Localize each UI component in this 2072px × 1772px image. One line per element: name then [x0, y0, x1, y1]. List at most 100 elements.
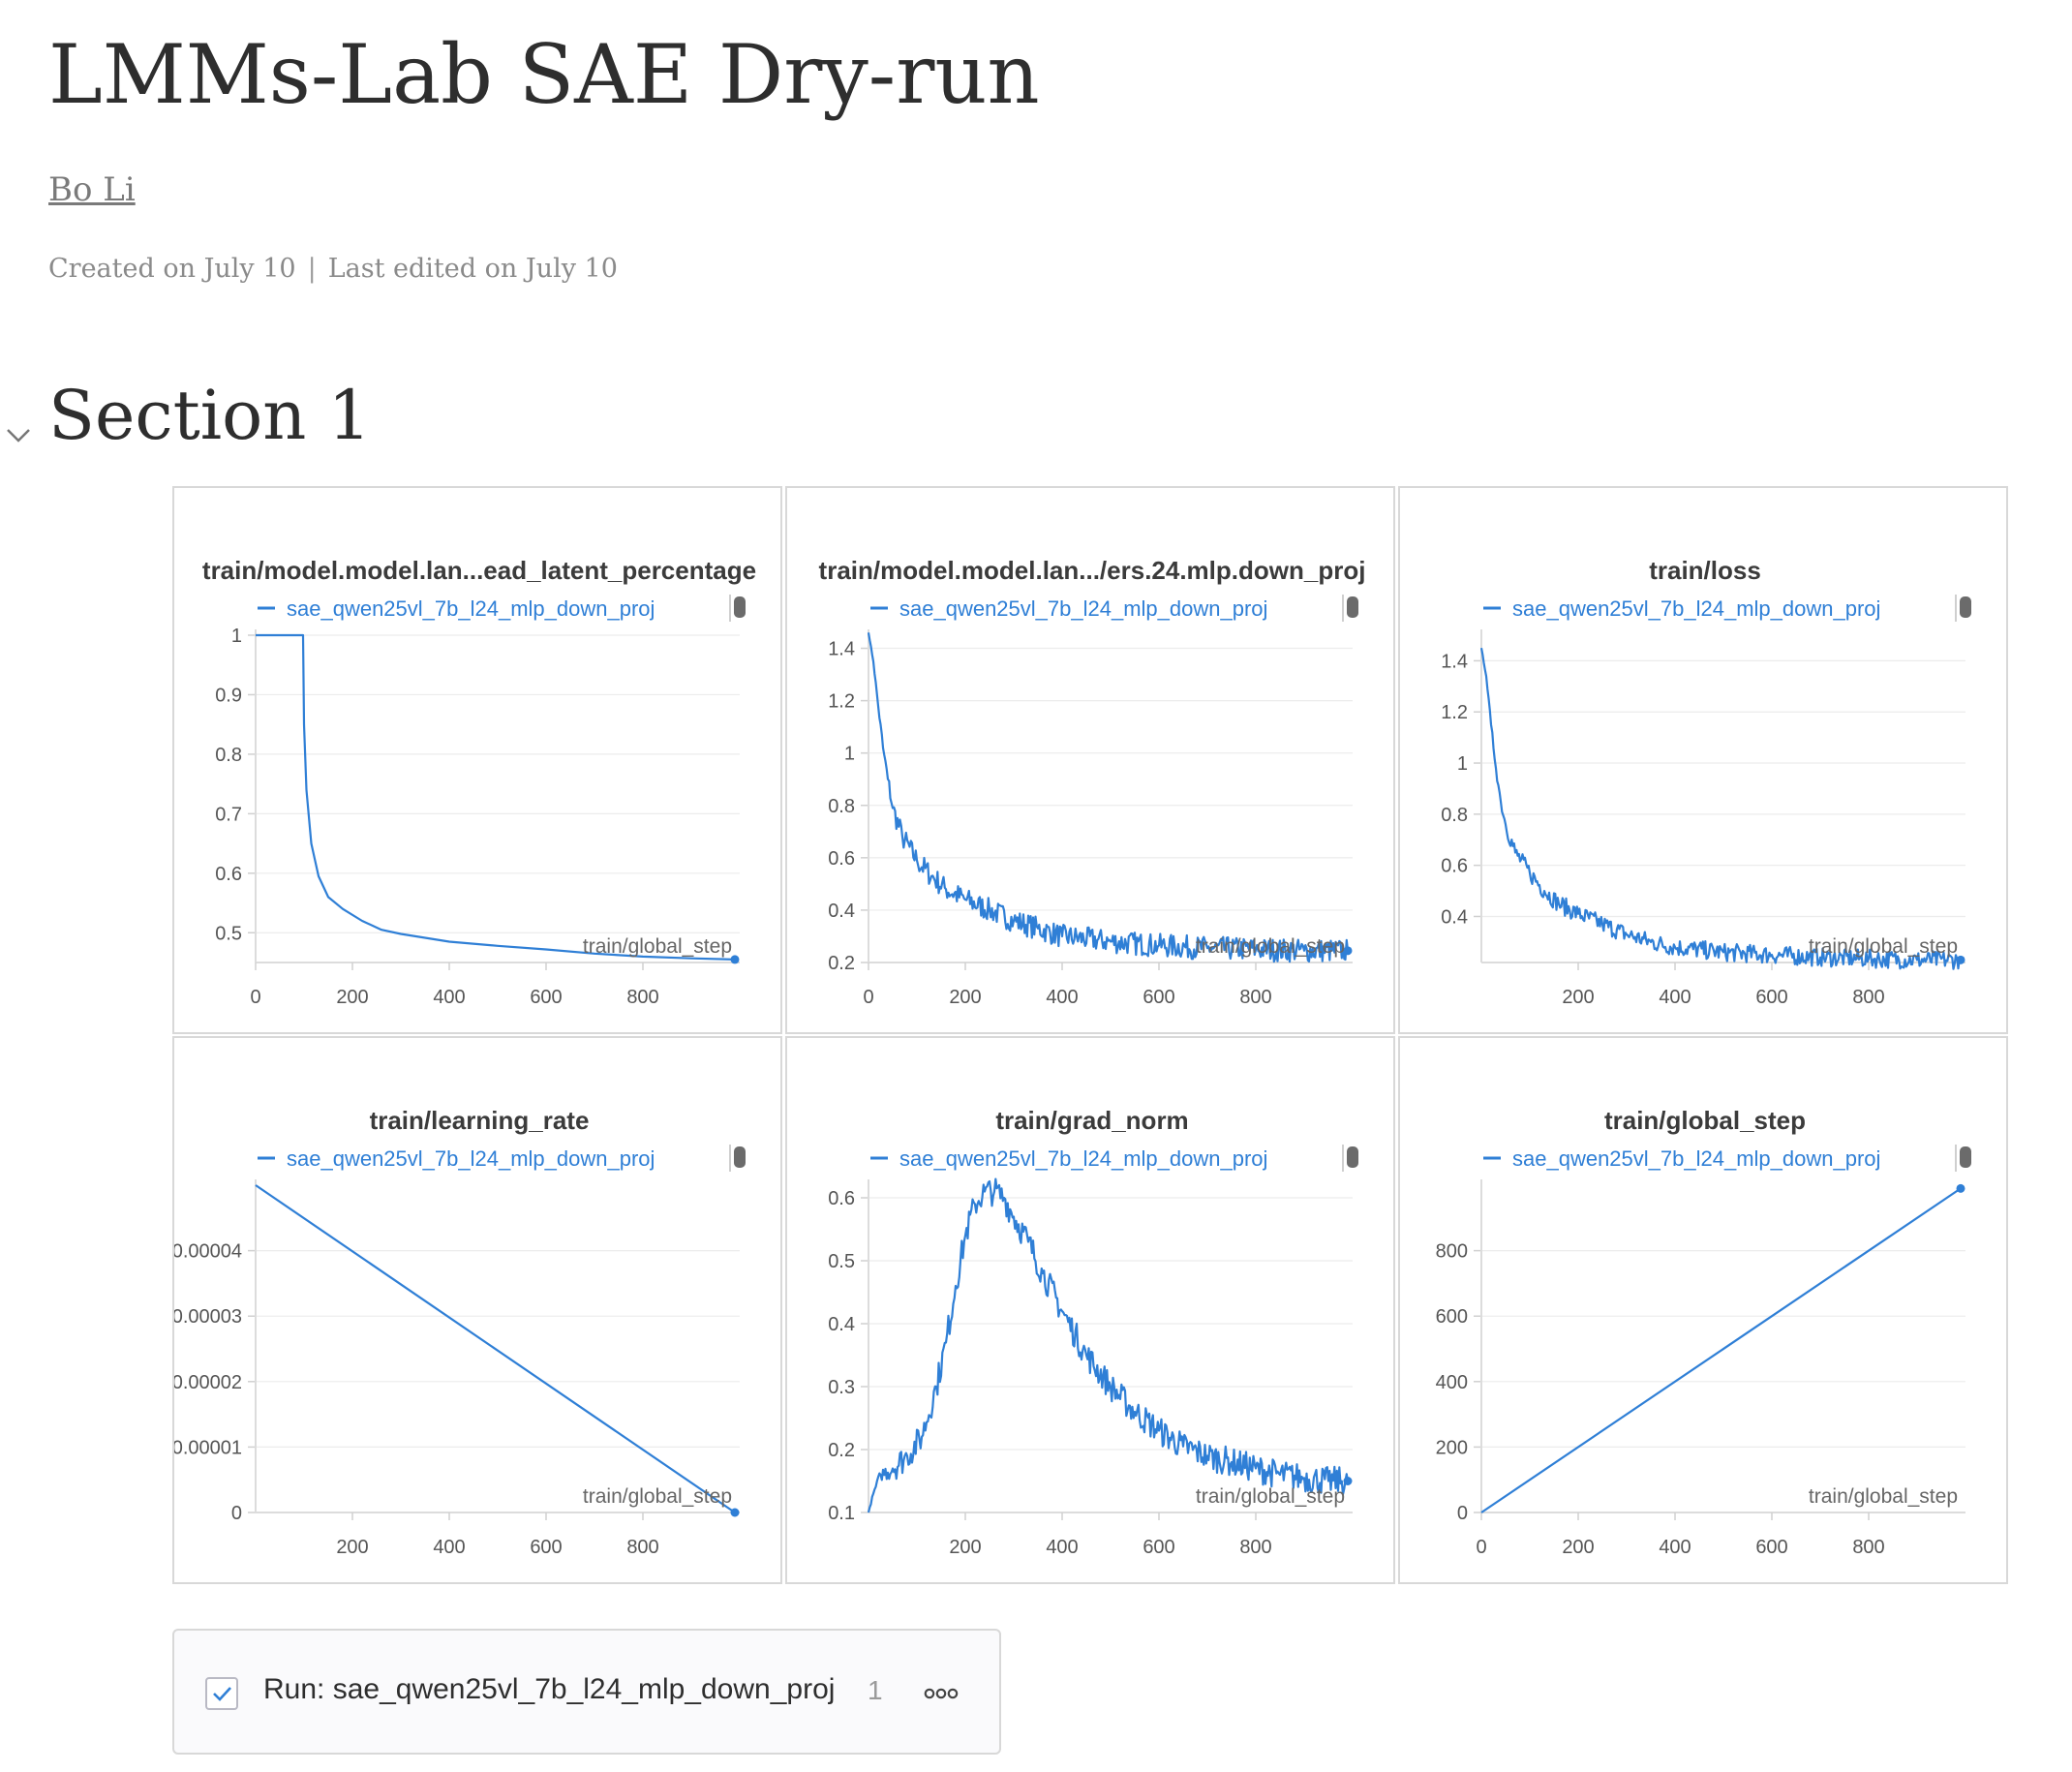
y-tick-label: 1 — [1457, 753, 1468, 775]
run-count: 1 — [868, 1675, 883, 1705]
legend-label[interactable]: sae_qwen25vl_7b_l24_mlp_down_proj — [1512, 596, 1880, 621]
x-tick-label: 600 — [1143, 1537, 1174, 1558]
y-tick-label: 0.6 — [215, 864, 242, 885]
y-tick-label: 1 — [231, 626, 242, 647]
x-tick-label: 200 — [1562, 1537, 1594, 1558]
series-end-point[interactable] — [1956, 955, 1965, 964]
x-tick-label: 400 — [433, 987, 465, 1008]
more-options-icon[interactable] — [922, 1681, 960, 1706]
y-tick-label: 400 — [1436, 1372, 1468, 1393]
chart-svg: train/grad_norm sae_qwen25vl_7b_l24_mlp_d… — [828, 1106, 1358, 1558]
x-tick-label: 400 — [1046, 1537, 1078, 1558]
series-line[interactable] — [256, 633, 736, 961]
author-link[interactable]: Bo Li — [48, 170, 136, 209]
legend-scroll-handle[interactable] — [734, 596, 746, 618]
x-axis-label: train/global_step — [1809, 1485, 1958, 1508]
chart-panel[interactable]: train/grad_norm sae_qwen25vl_7b_l24_mlp_d… — [785, 1036, 1395, 1584]
chart-title: train/learning_rate — [370, 1106, 590, 1135]
chart-svg: train/model.model.lan.../ers.24.mlp.down… — [819, 556, 1366, 1008]
y-tick-label: 0.5 — [828, 1251, 855, 1272]
x-tick-label: 0 — [863, 987, 873, 1008]
y-tick-label: 0.00004 — [174, 1241, 242, 1263]
y-tick-label: 0.6 — [828, 1188, 855, 1209]
series-end-point[interactable] — [730, 1508, 740, 1517]
run-checkbox[interactable] — [205, 1677, 238, 1710]
x-axis-label: train/global_step — [1196, 1485, 1345, 1508]
report-title: LMMs-Lab SAE Dry-run — [48, 27, 1040, 122]
legend-scroll-handle[interactable] — [1960, 596, 1971, 618]
y-tick-label: 0.00001 — [174, 1437, 242, 1458]
x-axis-label: train/global_step — [583, 935, 732, 958]
x-tick-label: 200 — [336, 987, 368, 1008]
y-tick-label: 0.5 — [215, 923, 242, 944]
legend-label[interactable]: sae_qwen25vl_7b_l24_mlp_down_proj — [899, 1146, 1267, 1171]
legend-label[interactable]: sae_qwen25vl_7b_l24_mlp_down_proj — [287, 1146, 655, 1171]
chart-title: train/loss — [1649, 556, 1761, 585]
series-line[interactable] — [867, 1177, 1350, 1513]
created-date: Created on July 10 — [48, 254, 296, 284]
y-tick-label: 0.00002 — [174, 1372, 242, 1393]
legend-scroll-handle[interactable] — [1347, 1146, 1358, 1168]
x-tick-label: 600 — [1143, 987, 1174, 1008]
y-tick-label: 0.8 — [215, 745, 242, 766]
y-tick-label: 800 — [1436, 1241, 1468, 1263]
panel-grid: train/model.model.lan...ead_latent_perce… — [172, 486, 2008, 1584]
x-tick-label: 0 — [250, 987, 260, 1008]
legend-label[interactable]: sae_qwen25vl_7b_l24_mlp_down_proj — [899, 596, 1267, 621]
series-line[interactable] — [867, 632, 1350, 963]
chart-title: train/model.model.lan...ead_latent_perce… — [202, 556, 756, 585]
series-line[interactable] — [1480, 1187, 1962, 1513]
series-end-point[interactable] — [1343, 1477, 1353, 1485]
y-tick-label: 0.8 — [828, 796, 855, 817]
y-tick-label: 0.2 — [828, 953, 855, 974]
series-line[interactable] — [1479, 647, 1962, 970]
y-tick-label: 0.4 — [828, 1314, 855, 1335]
x-tick-label: 800 — [1239, 987, 1271, 1008]
x-tick-label: 600 — [530, 1537, 562, 1558]
chart-svg: train/learning_rate sae_qwen25vl_7b_l24_m… — [174, 1106, 746, 1558]
chart-svg: train/loss sae_qwen25vl_7b_l24_mlp_down_p… — [1441, 556, 1971, 1008]
x-tick-label: 200 — [336, 1537, 368, 1558]
y-tick-label: 0.6 — [828, 848, 855, 870]
y-tick-label: 200 — [1436, 1437, 1468, 1458]
y-tick-label: 1 — [844, 744, 855, 765]
chart-svg: train/global_step sae_qwen25vl_7b_l24_mlp… — [1436, 1106, 1971, 1558]
x-tick-label: 400 — [1659, 987, 1691, 1008]
series-end-point[interactable] — [730, 955, 740, 964]
chart-panel[interactable]: train/global_step sae_qwen25vl_7b_l24_mlp… — [1398, 1036, 2008, 1584]
check-icon — [213, 1687, 231, 1701]
x-tick-label: 0 — [1476, 1537, 1486, 1558]
x-tick-label: 800 — [626, 1537, 658, 1558]
x-tick-label: 400 — [1659, 1537, 1691, 1558]
x-tick-label: 800 — [1852, 987, 1884, 1008]
series-end-point[interactable] — [1343, 946, 1353, 956]
x-tick-label: 800 — [626, 987, 658, 1008]
x-tick-label: 800 — [1239, 1537, 1271, 1558]
legend-label[interactable]: sae_qwen25vl_7b_l24_mlp_down_proj — [287, 596, 655, 621]
chart-panel[interactable]: train/model.model.lan.../ers.24.mlp.down… — [785, 486, 1395, 1034]
y-tick-label: 1.2 — [828, 691, 855, 713]
x-tick-label: 400 — [1046, 987, 1078, 1008]
legend-scroll-handle[interactable] — [1347, 596, 1358, 618]
x-tick-label: 200 — [949, 1537, 981, 1558]
chart-title: train/model.model.lan.../ers.24.mlp.down… — [819, 556, 1366, 585]
section-title: Section 1 — [48, 376, 372, 455]
series-end-point[interactable] — [1956, 1183, 1965, 1193]
y-tick-label: 0.7 — [215, 804, 242, 825]
x-tick-label: 400 — [433, 1537, 465, 1558]
y-tick-label: 0.4 — [1441, 906, 1468, 928]
legend-scroll-handle[interactable] — [1960, 1146, 1971, 1168]
run-label[interactable]: Run: sae_qwen25vl_7b_l24_mlp_down_proj — [263, 1673, 836, 1705]
legend-scroll-handle[interactable] — [734, 1146, 746, 1168]
y-tick-label: 0.8 — [1441, 805, 1468, 826]
y-tick-label: 0 — [231, 1503, 242, 1524]
chart-panel[interactable]: train/learning_rate sae_qwen25vl_7b_l24_m… — [172, 1036, 782, 1584]
series-line[interactable] — [255, 1184, 736, 1513]
chevron-down-icon[interactable] — [2, 418, 35, 451]
x-axis-label: train/global_step — [1196, 935, 1345, 958]
chart-panel[interactable]: train/loss sae_qwen25vl_7b_l24_mlp_down_p… — [1398, 486, 2008, 1034]
y-tick-label: 0 — [1457, 1503, 1468, 1524]
x-tick-label: 800 — [1852, 1537, 1884, 1558]
chart-panel[interactable]: train/model.model.lan...ead_latent_perce… — [172, 486, 782, 1034]
legend-label[interactable]: sae_qwen25vl_7b_l24_mlp_down_proj — [1512, 1146, 1880, 1171]
